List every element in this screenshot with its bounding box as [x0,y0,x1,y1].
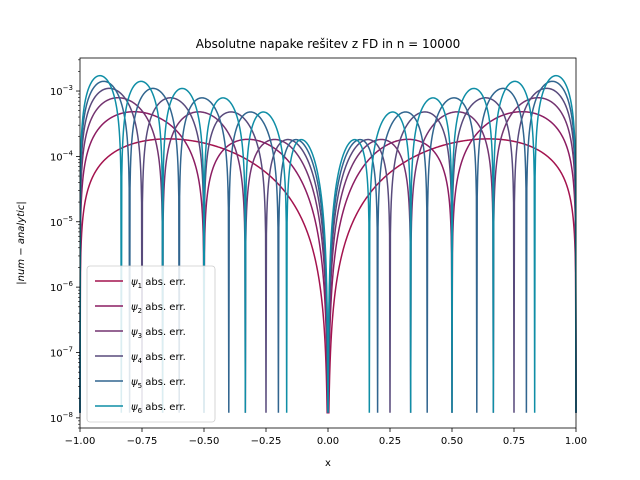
y-tick-label: 10−4 [50,149,74,163]
y-tick-label: 10−5 [50,215,73,229]
x-tick-label: −0.75 [127,436,158,447]
x-axis: −1.00 −0.75 −0.50 −0.25 0.00 0.25 0.50 0.75 1.00 [65,428,587,447]
legend-label: ψ3 abs. err. [131,327,186,340]
legend-label: ψ1 abs. err. [131,277,186,290]
y-tick-label: 10−6 [50,280,74,294]
legend-box [86,265,216,423]
legend-label: ψ6 abs. err. [131,402,186,415]
legend: ψ1 abs. err. ψ2 abs. err. ψ3 abs. err. ψ4 a… [86,265,216,423]
x-tick-label: −1.00 [65,436,96,447]
x-tick-label: 0.50 [441,436,463,447]
legend-label: ψ5 abs. err. [131,377,186,390]
x-tick-label: 0.25 [379,436,401,447]
x-tick-label: 1.00 [565,436,587,447]
y-tick-label: 10−3 [50,84,73,98]
legend-label: ψ2 abs. err. [131,302,186,315]
y-axis: 10−8 10−7 10−6 10−5 10−4 10−3 [50,59,80,429]
x-tick-label: −0.50 [189,436,220,447]
y-tick-label: 10−8 [50,411,73,425]
x-tick-label: 0.75 [503,436,525,447]
legend-label: ψ4 abs. err. [131,352,186,365]
x-tick-label: 0.00 [317,436,339,447]
x-tick-label: −0.25 [251,436,282,447]
y-axis-label: |num − analytic| [16,201,27,284]
y-tick-label: 10−7 [50,346,73,360]
x-axis-label: x [325,458,331,469]
chart-title: Absolutne napake rešitev z FD in n = 100… [196,37,460,51]
